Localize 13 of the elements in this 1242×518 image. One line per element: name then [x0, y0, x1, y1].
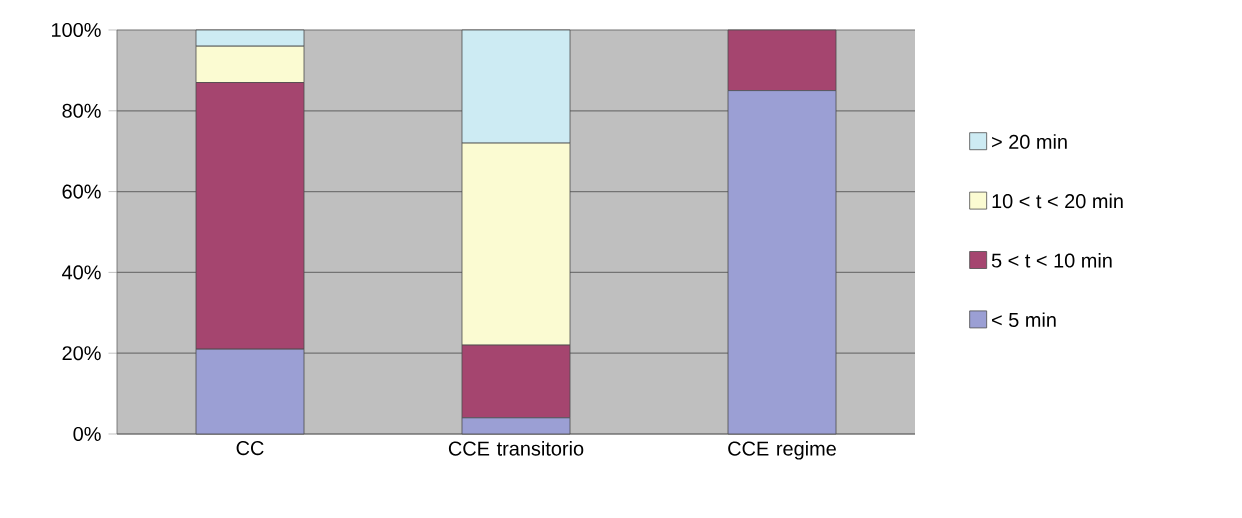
- legend-label: < 5 min: [992, 312, 1056, 327]
- y-tick-label: 60%: [62, 184, 101, 199]
- x-tick-label: CCE regime: [728, 441, 836, 460]
- y-tick-label: 20%: [62, 346, 101, 361]
- legend-label: > 20 min: [992, 134, 1067, 149]
- x-tick-label: CCE transitorio: [448, 441, 584, 456]
- y-tick-label: 0%: [73, 426, 101, 442]
- x-tick-label: CC: [236, 441, 264, 456]
- y-tick-label: 40%: [62, 265, 101, 280]
- y-tick-label: 80%: [62, 103, 101, 118]
- legend-label: 5 < t < 10 min: [991, 252, 1112, 268]
- y-tick-label: 100%: [52, 22, 101, 38]
- legend-label: 10 < t < 20 min: [992, 193, 1123, 209]
